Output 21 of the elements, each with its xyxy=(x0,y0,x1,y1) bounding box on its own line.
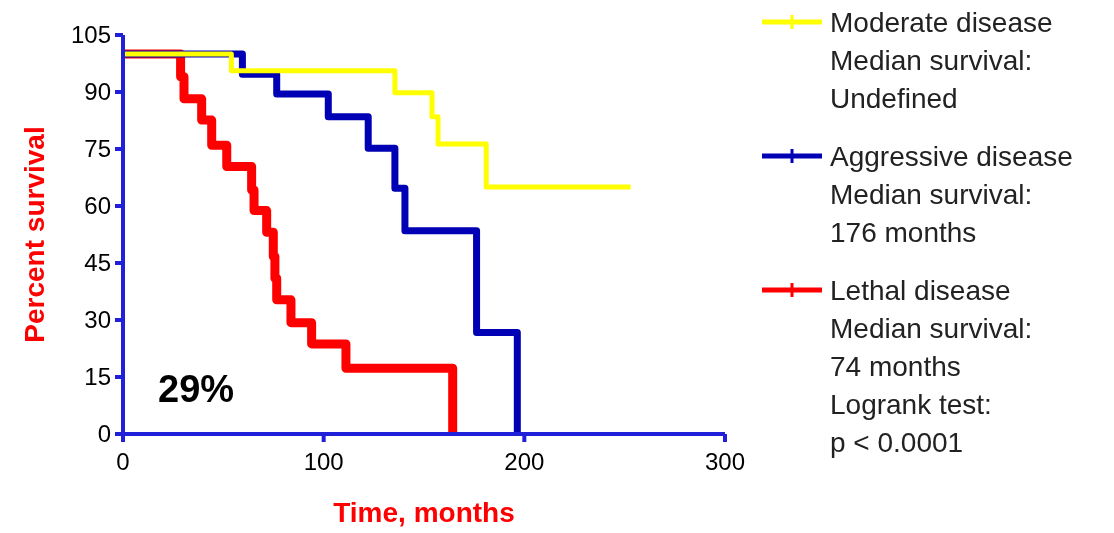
legend-label: Moderate disease xyxy=(830,6,1053,38)
y-tick-label: 45 xyxy=(84,249,111,277)
y-tick-label: 105 xyxy=(70,21,111,49)
legend-label: Lethal disease xyxy=(830,274,1011,306)
annotation: 29% xyxy=(158,368,235,410)
y-tick-label: 75 xyxy=(84,135,111,163)
x-tick-label: 300 xyxy=(704,448,746,475)
y-tick-label: 90 xyxy=(84,78,111,106)
y-axis-title: Percent survival xyxy=(19,126,50,343)
text: Median survival: 74 months Logrank test: p < 0.0001 xyxy=(830,312,1033,458)
y-tick-label: 15 xyxy=(84,363,111,391)
y-tick-label: 0 xyxy=(97,420,111,448)
x-axis-title: Time, months xyxy=(333,497,515,528)
legend-label: Aggressive disease xyxy=(830,140,1073,172)
y-tick-label: 30 xyxy=(84,306,111,334)
y-tick-label: 60 xyxy=(84,192,111,220)
x-tick-label: 200 xyxy=(504,448,545,475)
text: Median survival: 176 months xyxy=(830,178,1033,248)
x-tick-label: 0 xyxy=(116,448,130,475)
text: Median survival: Undefined xyxy=(830,44,1033,114)
x-tick-label: 100 xyxy=(303,448,344,475)
